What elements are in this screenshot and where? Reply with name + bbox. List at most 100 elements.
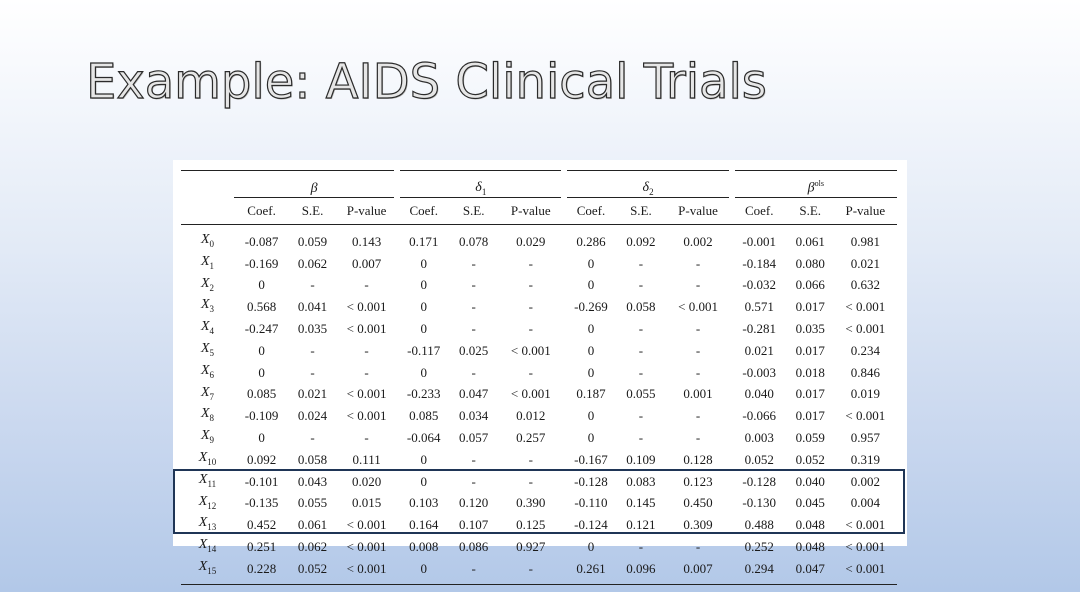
table-cell: 0.450 bbox=[683, 495, 713, 511]
table-cell: -0.128 bbox=[742, 473, 777, 489]
table-cell: - bbox=[471, 473, 476, 489]
table-cell: 0.187 bbox=[576, 386, 606, 402]
row-variable-label: X5 bbox=[200, 340, 215, 358]
table-cell: < 0.001 bbox=[346, 386, 387, 402]
table-row: X13 0.452 0.061 < 0.001 0.164 0.107 0.125 -0.12… bbox=[181, 514, 897, 536]
table-row: X6 0 - - 0 - - 0 - - -0.003 0.018 0.846 bbox=[181, 362, 897, 384]
table-cell: 0 bbox=[420, 277, 427, 293]
table-cell: - bbox=[310, 364, 315, 380]
table-cell: - bbox=[528, 299, 533, 315]
table-cell: - bbox=[310, 342, 315, 358]
table-cell: 0.252 bbox=[744, 539, 774, 555]
table-cell: - bbox=[695, 342, 701, 358]
table-cell: 0 bbox=[587, 321, 595, 337]
table-cell: 0 bbox=[420, 299, 427, 315]
table-row: X5 0 - - -0.117 0.025 < 0.001 0 - - 0.021 0.017 0.23… bbox=[181, 340, 897, 362]
table-cell: 0.083 bbox=[626, 473, 656, 489]
table-cell: -0.167 bbox=[574, 451, 608, 467]
table-cell: 0 bbox=[587, 539, 595, 555]
table-cell: -0.233 bbox=[406, 386, 441, 402]
table-cell: 0 bbox=[587, 342, 595, 358]
row-variable-label: X14 bbox=[198, 537, 217, 554]
table-cell: 0.057 bbox=[459, 430, 489, 446]
table-cell: 0.055 bbox=[297, 495, 328, 511]
row-variable-label: X13 bbox=[198, 515, 217, 533]
table-cell: -0.032 bbox=[742, 277, 777, 293]
column-header-row: Coef. S.E. P-value Coef. S.E. P-value Co… bbox=[181, 197, 897, 225]
table-cell: 0.319 bbox=[850, 451, 880, 467]
table-cell: -0.269 bbox=[574, 299, 608, 315]
table-cell: - bbox=[450, 557, 498, 585]
table-cell: 0.111 bbox=[352, 451, 381, 467]
table-cell: 0.047 bbox=[459, 386, 489, 402]
table-cell: 0.096 bbox=[617, 557, 665, 585]
table-cell: - bbox=[310, 430, 315, 446]
table-cell: 0.092 bbox=[626, 233, 656, 249]
table-cell: 0.103 bbox=[409, 495, 439, 511]
table-cell: - bbox=[695, 321, 701, 337]
table-cell: 0.228 bbox=[234, 557, 290, 585]
table-cell: 0.062 bbox=[297, 539, 328, 555]
table-cell: 0.107 bbox=[459, 517, 489, 533]
table-cell: 0.309 bbox=[683, 517, 713, 533]
row-variable-label: X2 bbox=[200, 275, 215, 293]
table-cell: 0.085 bbox=[246, 386, 277, 402]
table-cell: - bbox=[695, 277, 701, 293]
row-variable-label: X4 bbox=[200, 319, 215, 336]
slide-title: Example: AIDS Clinical Trials bbox=[85, 53, 767, 110]
table-cell: < 0.001 bbox=[845, 408, 886, 424]
table-cell: 0 bbox=[587, 430, 595, 446]
table-row: X7 0.085 0.021 < 0.001 -0.233 0.047 < 0.001 0.1… bbox=[181, 384, 897, 406]
table-cell: 0.002 bbox=[850, 473, 880, 489]
table-cell: 0.078 bbox=[459, 233, 489, 249]
row-variable-label: X3 bbox=[200, 297, 215, 315]
table-cell: - bbox=[638, 539, 644, 555]
row-variable-label: X11 bbox=[198, 471, 217, 489]
table-cell: 0 bbox=[587, 408, 595, 424]
table-cell: - bbox=[528, 364, 533, 380]
table-cell: - bbox=[638, 408, 644, 424]
table-cell: 0.109 bbox=[626, 451, 656, 467]
table-cell: 0.571 bbox=[744, 299, 774, 315]
table-cell: - bbox=[471, 451, 476, 467]
table-cell: - bbox=[528, 321, 533, 337]
col-header-coef: Coef. bbox=[234, 197, 290, 225]
table-cell: < 0.001 bbox=[346, 299, 387, 315]
table-cell: 0.390 bbox=[516, 495, 546, 511]
table-cell: 0.048 bbox=[795, 539, 825, 555]
table-cell: -0.087 bbox=[244, 233, 279, 249]
table-cell: 0.015 bbox=[351, 495, 382, 511]
table-cell: -0.101 bbox=[244, 473, 279, 489]
table-cell: < 0.001 bbox=[833, 557, 897, 585]
corner-cell bbox=[181, 170, 235, 198]
table-cell: 0.034 bbox=[459, 408, 489, 424]
table-cell: - bbox=[695, 408, 701, 424]
table-cell: 0.085 bbox=[409, 408, 439, 424]
table-cell: 0.021 bbox=[850, 255, 880, 271]
table-cell: < 0.001 bbox=[678, 299, 718, 315]
table-cell: 0.040 bbox=[795, 473, 825, 489]
table-cell: 0.029 bbox=[516, 233, 546, 249]
table-cell: 0.294 bbox=[731, 557, 787, 585]
table-cell: -0.109 bbox=[244, 408, 279, 424]
table-cell: 0.957 bbox=[850, 430, 880, 446]
coefficients-table: β δ1 δ2 βols Coef. S.E. P-value Coef. S.… bbox=[181, 170, 897, 585]
table-cell: < 0.001 bbox=[346, 517, 387, 533]
table-cell: 0.052 bbox=[289, 557, 336, 585]
table-row: X4 -0.247 0.035 < 0.001 0 - - 0 - - -0.281 0.035 < 0… bbox=[181, 318, 897, 340]
table-cell: 0.086 bbox=[459, 539, 489, 555]
table-cell: 0.041 bbox=[297, 299, 328, 315]
table-cell: - bbox=[528, 255, 533, 271]
table-cell: -0.281 bbox=[742, 321, 777, 337]
table-cell: 0 bbox=[587, 255, 595, 271]
table-body: X0 -0.087 0.059 0.143 0.171 0.078 0.029 0.286 0.… bbox=[181, 225, 897, 585]
table-cell: < 0.001 bbox=[346, 321, 387, 337]
group-header-delta2: δ2 bbox=[561, 170, 732, 198]
col-header-pvalue: P-value bbox=[664, 197, 732, 225]
table-cell: 0.164 bbox=[409, 517, 439, 533]
group-header-beta-ols: βols bbox=[728, 170, 897, 198]
table-cell: 0.061 bbox=[795, 233, 825, 249]
col-header-se: S.E. bbox=[786, 197, 834, 225]
table-cell: 0.040 bbox=[744, 386, 774, 402]
table-cell: 0.001 bbox=[683, 386, 713, 402]
